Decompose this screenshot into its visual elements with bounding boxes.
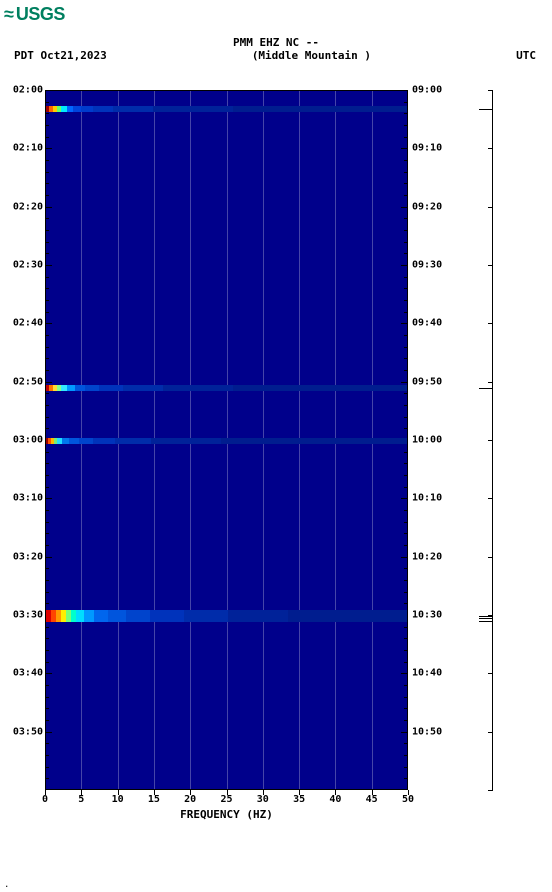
y-right-tick-label: 10:10 — [408, 493, 442, 504]
chart-title: PMM EHZ NC -- PDT Oct21,2023 (Middle Mou… — [0, 36, 552, 62]
title-right-tz: UTC — [516, 49, 536, 62]
seismic-event — [45, 610, 408, 622]
seismic-event — [45, 385, 408, 391]
x-tick-label: 20 — [184, 790, 196, 805]
x-tick-label: 40 — [329, 790, 341, 805]
y-left-tick-label: 03:40 — [13, 668, 45, 679]
y-left-tick-label: 03:30 — [13, 610, 45, 621]
x-tick-label: 0 — [42, 790, 48, 805]
y-left-tick-label: 03:00 — [13, 435, 45, 446]
x-tick-label: 35 — [293, 790, 305, 805]
y-left-tick-label: 03:50 — [13, 726, 45, 737]
y-left-tick-label: 02:20 — [13, 201, 45, 212]
x-tick-label: 30 — [257, 790, 269, 805]
usgs-logo: ≈ USGS — [4, 4, 65, 25]
right-secondary-axis — [492, 90, 493, 790]
y-left-tick-label: 02:10 — [13, 143, 45, 154]
y-left-tick-label: 02:30 — [13, 260, 45, 271]
logo-wave-icon: ≈ — [4, 4, 14, 25]
y-right-tick-label: 10:20 — [408, 551, 442, 562]
y-right-tick-label: 09:50 — [408, 376, 442, 387]
x-tick-label: 45 — [366, 790, 378, 805]
y-right-tick-label: 10:40 — [408, 668, 442, 679]
y-right-tick-label: 09:10 — [408, 143, 442, 154]
title-left-tz: PDT Oct21,2023 — [14, 49, 107, 62]
y-right-tick-label: 10:30 — [408, 610, 442, 621]
x-tick-label: 5 — [78, 790, 84, 805]
y-right-tick-label: 09:30 — [408, 260, 442, 271]
y-right-tick-label: 10:50 — [408, 726, 442, 737]
y-right-tick-label: 09:00 — [408, 85, 442, 96]
title-location: (Middle Mountain ) — [252, 49, 371, 62]
y-right-tick-label: 10:00 — [408, 435, 442, 446]
y-left-tick-label: 03:20 — [13, 551, 45, 562]
seismic-event — [45, 438, 408, 444]
y-left-tick-label: 02:00 — [13, 85, 45, 96]
y-right-tick-label: 09:20 — [408, 201, 442, 212]
seismic-event — [45, 106, 408, 112]
x-tick-label: 25 — [220, 790, 232, 805]
x-tick-label: 15 — [148, 790, 160, 805]
x-axis-label: FREQUENCY (HZ) — [45, 808, 408, 821]
spectrogram-plot: 0510152025303540455002:0002:1002:2002:30… — [45, 90, 408, 790]
y-left-tick-label: 03:10 — [13, 493, 45, 504]
logo-text: USGS — [16, 4, 65, 25]
x-tick-label: 50 — [402, 790, 414, 805]
y-left-tick-label: 02:50 — [13, 376, 45, 387]
x-tick-label: 10 — [112, 790, 124, 805]
title-station: PMM EHZ NC -- — [0, 36, 552, 49]
footer-mark: . — [4, 880, 9, 890]
y-left-tick-label: 02:40 — [13, 318, 45, 329]
y-right-tick-label: 09:40 — [408, 318, 442, 329]
